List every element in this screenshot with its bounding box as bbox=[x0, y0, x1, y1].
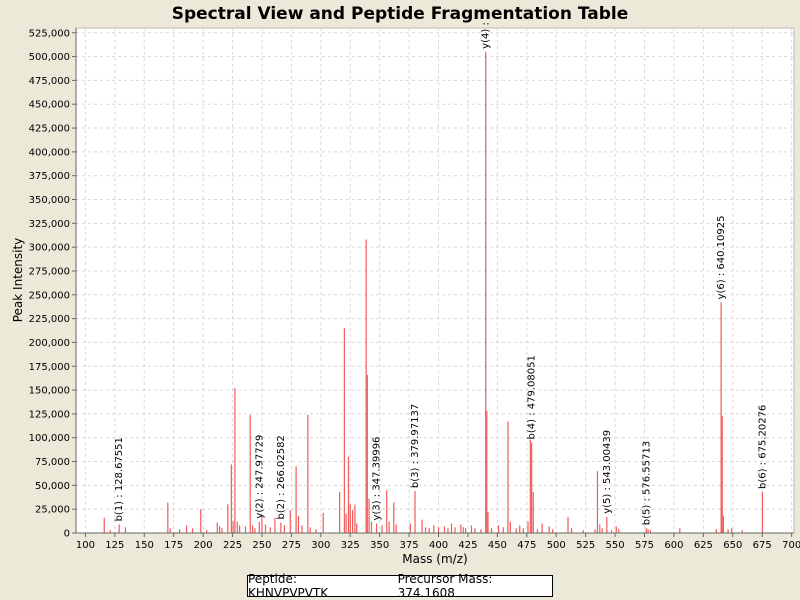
x-tick-label: 425 bbox=[458, 540, 477, 551]
x-tick-label: 450 bbox=[488, 540, 507, 551]
peak-annotation: y(3) : 347.39996 bbox=[372, 437, 383, 521]
y-tick-label: 400,000 bbox=[29, 147, 70, 158]
y-tick-label: 325,000 bbox=[29, 219, 70, 230]
y-tick-label: 225,000 bbox=[29, 314, 70, 325]
y-tick-label: 175,000 bbox=[29, 362, 70, 373]
y-tick-label: 250,000 bbox=[29, 290, 70, 301]
x-tick-label: 600 bbox=[664, 540, 683, 551]
x-tick-label: 675 bbox=[753, 540, 772, 551]
axes: 0 25,000 50,000 75,000 100,000 125,000 150,000… bbox=[29, 28, 800, 551]
y-tick-label: 0 bbox=[64, 529, 70, 540]
y-tick-label: 25,000 bbox=[35, 505, 70, 516]
x-tick-label: 175 bbox=[164, 540, 183, 551]
x-tick-label: 250 bbox=[252, 540, 271, 551]
peptide-label: Peptide: KHNVPVPVTK bbox=[248, 572, 329, 600]
x-tick-label: 100 bbox=[76, 540, 95, 551]
y-tick-label: 425,000 bbox=[29, 124, 70, 135]
peptide-info-box: Peptide: KHNVPVPVTK Precursor Mass: 374.… bbox=[247, 572, 553, 600]
y-tick-label: 150,000 bbox=[29, 386, 70, 397]
y-tick-label: 100,000 bbox=[29, 433, 70, 444]
x-axis-title: Mass (m/z) bbox=[402, 552, 467, 566]
y-tick-label: 450,000 bbox=[29, 100, 70, 111]
x-tick-label: 350 bbox=[370, 540, 389, 551]
y-tick-label: 375,000 bbox=[29, 171, 70, 182]
x-tick-label: 500 bbox=[547, 540, 566, 551]
peak-annotation: b(4) : 479.08051 bbox=[527, 355, 538, 439]
plot-area bbox=[75, 27, 795, 534]
y-tick-label: 50,000 bbox=[35, 481, 70, 492]
x-tick-label: 200 bbox=[194, 540, 213, 551]
peak-annotation: b(5) : 576.55713 bbox=[641, 441, 652, 525]
y-tick-label: 350,000 bbox=[29, 195, 70, 206]
peak-annotations: b(1) : 128.67551 y(2) : 247.97729 b(2) : 2… bbox=[114, 22, 768, 525]
x-tick-label: 225 bbox=[223, 540, 242, 551]
y-tick-label: 300,000 bbox=[29, 243, 70, 254]
peak-annotation: y(6) : 640.10925 bbox=[716, 216, 727, 300]
x-tick-label: 400 bbox=[429, 540, 448, 551]
y-tick-label: 275,000 bbox=[29, 266, 70, 277]
precursor-mass-label: Precursor Mass: 374.1608 bbox=[397, 572, 493, 600]
x-tick-label: 475 bbox=[517, 540, 536, 551]
x-tick-label: 650 bbox=[723, 540, 742, 551]
y-tick-label: 125,000 bbox=[29, 409, 70, 420]
peak-annotation: b(2) : 266.02582 bbox=[276, 435, 287, 519]
x-tick-label: 700 bbox=[782, 540, 800, 551]
chart-title: Spectral View and Peptide Fragmentation … bbox=[172, 4, 629, 24]
peak-annotation: y(4) : bbox=[481, 22, 492, 49]
x-tick-label: 525 bbox=[576, 540, 595, 551]
peak-annotation: y(5) : 543.00439 bbox=[602, 430, 613, 514]
y-tick-label: 525,000 bbox=[29, 28, 70, 39]
peak-annotation: b(3) : 379.97137 bbox=[410, 404, 421, 488]
x-tick-label: 150 bbox=[135, 540, 154, 551]
x-tick-label: 550 bbox=[606, 540, 625, 551]
y-tick-label: 75,000 bbox=[35, 457, 70, 468]
y-axis-title: Peak Intensity bbox=[11, 238, 25, 323]
peak-annotation: y(2) : 247.97729 bbox=[255, 435, 266, 519]
y-tick-label: 475,000 bbox=[29, 76, 70, 87]
x-tick-label: 575 bbox=[635, 540, 654, 551]
x-tick-label: 300 bbox=[311, 540, 330, 551]
x-tick-label: 325 bbox=[341, 540, 360, 551]
x-tick-label: 625 bbox=[694, 540, 713, 551]
x-tick-label: 275 bbox=[282, 540, 301, 551]
peak-annotation: b(6) : 675.20276 bbox=[757, 405, 768, 489]
x-tick-label: 375 bbox=[400, 540, 419, 551]
y-tick-label: 500,000 bbox=[29, 52, 70, 63]
grid-lines bbox=[76, 28, 794, 533]
peaks bbox=[103, 51, 764, 533]
y-tick-label: 200,000 bbox=[29, 338, 70, 349]
peak-annotation: b(1) : 128.67551 bbox=[114, 437, 125, 521]
x-tick-label: 125 bbox=[105, 540, 124, 551]
